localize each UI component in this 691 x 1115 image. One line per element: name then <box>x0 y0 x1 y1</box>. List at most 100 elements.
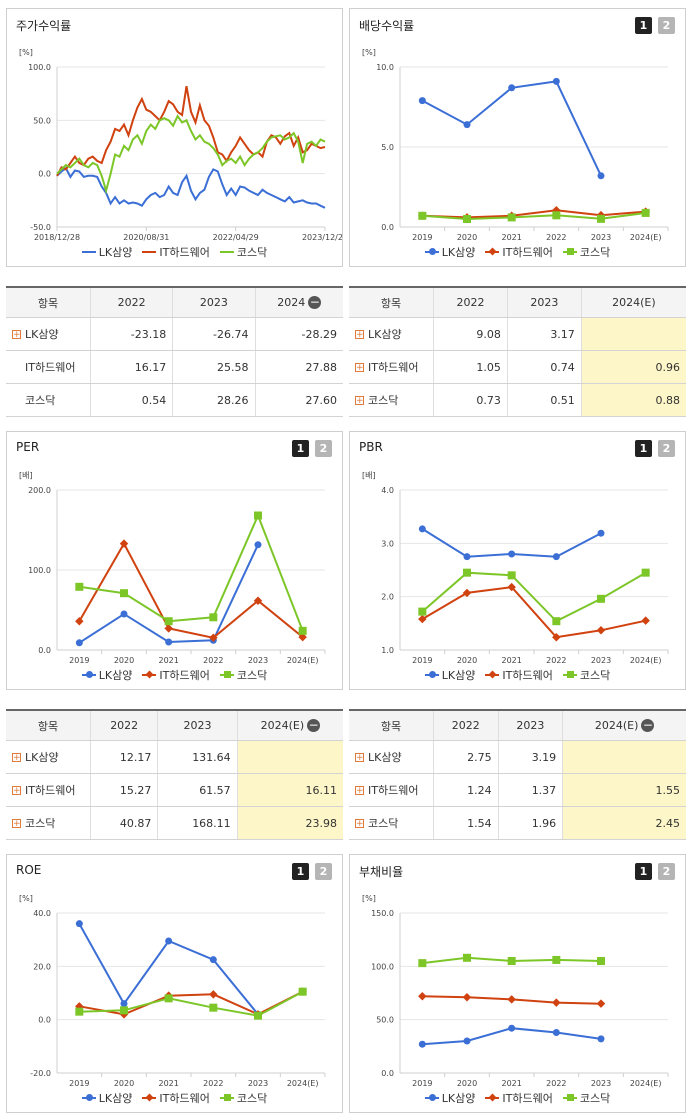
legend-lk[interactable]: LK삼양 <box>424 667 475 683</box>
x-tick-label: 2023 <box>591 1079 611 1088</box>
x-tick-label: 2019 <box>412 233 432 242</box>
expand-icon[interactable]: + <box>355 362 364 373</box>
x-tick-label: 2020/08/31 <box>123 233 169 242</box>
legend-kq[interactable]: 코스닥 <box>219 1090 267 1106</box>
data-point <box>120 589 128 598</box>
legend-it[interactable]: IT하드웨어 <box>142 1090 210 1106</box>
tab-2-button[interactable]: 2 <box>658 17 675 34</box>
data-point <box>75 582 84 591</box>
panel-title: PBR <box>359 440 383 454</box>
data-point <box>120 1006 128 1015</box>
table-row: + 코스닥 0.73 0.51 0.88 <box>349 383 686 417</box>
data-point <box>463 215 471 223</box>
data-point <box>418 211 427 220</box>
legend-lk[interactable]: LK삼양 <box>424 1090 475 1106</box>
roe-chart: [%]40.0 20.0 0.0 -20.0 2019 2020 2021 2022 2023 2… <box>19 894 326 1088</box>
legend-kq[interactable]: 코스닥 <box>562 244 610 260</box>
expand-icon[interactable]: + <box>355 395 364 406</box>
data-point <box>165 937 173 945</box>
legend-kq[interactable]: 코스닥 <box>219 667 267 683</box>
data-point <box>463 1037 471 1045</box>
legend-lk[interactable]: LK삼양 <box>424 244 475 260</box>
tab-1-button[interactable]: 1 <box>635 440 652 457</box>
col-header: 항목 <box>6 288 91 318</box>
tab-1-button[interactable]: 1 <box>292 440 309 457</box>
legend-kq[interactable]: 코스닥 <box>219 244 267 260</box>
debt-ratio-chart: [%] 150.0 100.0 50.0 0.0 2019 2020 2021 2022 2023… <box>362 894 669 1088</box>
y-tick-label: 50.0 <box>33 116 51 125</box>
tab-2-button[interactable]: 2 <box>658 440 675 457</box>
y-unit-label: [배] <box>362 471 376 480</box>
x-tick-label: 2022 <box>546 233 566 242</box>
data-point <box>597 172 605 180</box>
expand-icon[interactable]: + <box>12 329 21 340</box>
expand-icon[interactable]: + <box>355 752 364 763</box>
tab-2-button[interactable]: 2 <box>315 863 332 880</box>
series-line <box>421 571 647 623</box>
panel-title: ROE <box>16 863 42 877</box>
chart-legend: LK삼양 IT하드웨어 코스닥 <box>7 667 342 683</box>
y-unit-label: [배] <box>19 471 33 480</box>
col-header: 2022 <box>89 288 173 318</box>
chart-legend: LK삼양 IT하드웨어 코스닥 <box>350 667 685 683</box>
expand-icon[interactable]: + <box>355 818 364 829</box>
tab-2-button[interactable]: 2 <box>658 863 675 880</box>
pbr-table: 항목 2022 2023 2024(E) − + LK삼양 2.75 3.19 + IT하드웨어… <box>349 709 686 840</box>
x-tick-label: 2023 <box>591 656 611 665</box>
data-point <box>164 994 173 1003</box>
x-tick-label: 2021 <box>158 1079 178 1088</box>
tab-1-button[interactable]: 1 <box>635 17 652 34</box>
data-point <box>418 607 427 616</box>
data-point <box>641 208 650 217</box>
legend-kq[interactable]: 코스닥 <box>562 1090 610 1106</box>
table-row: + IT하드웨어 15.27 61.57 16.11 <box>6 773 343 807</box>
data-point <box>209 613 218 622</box>
legend-it[interactable]: IT하드웨어 <box>485 244 553 260</box>
expand-icon[interactable]: + <box>355 785 364 796</box>
data-point <box>552 553 560 561</box>
legend-lk[interactable]: LK삼양 <box>81 244 132 260</box>
data-point <box>298 626 307 635</box>
legend-it[interactable]: IT하드웨어 <box>485 667 553 683</box>
data-point <box>552 617 561 626</box>
expand-icon[interactable]: + <box>12 785 21 796</box>
y-unit-label: [%] <box>362 48 376 57</box>
x-tick-label: 2024(E) <box>630 233 662 242</box>
data-point <box>463 953 471 962</box>
legend-kq[interactable]: 코스닥 <box>562 667 610 683</box>
panel-title: 부채비율 <box>359 865 404 879</box>
y-tick-label: 50.0 <box>376 1016 394 1025</box>
tab-1-button[interactable]: 1 <box>635 863 652 880</box>
collapse-icon[interactable]: − <box>308 295 322 310</box>
expand-icon[interactable]: + <box>12 752 21 763</box>
y-tick-label: 0.0 <box>381 223 394 232</box>
legend-it[interactable]: IT하드웨어 <box>142 244 210 260</box>
series-line <box>56 114 326 195</box>
y-tick-label: 0.0 <box>38 1016 51 1025</box>
y-tick-label: 0.0 <box>381 1069 394 1078</box>
data-point <box>552 211 561 220</box>
tab-1-button[interactable]: 1 <box>292 863 309 880</box>
y-unit-label: [%] <box>362 894 376 903</box>
collapse-icon[interactable]: − <box>307 718 321 733</box>
collapse-icon[interactable]: − <box>641 718 655 733</box>
x-tick-label: 2020 <box>114 656 134 665</box>
table-row: + LK삼양 -23.18 -26.74 -28.29 <box>6 317 343 351</box>
legend-it[interactable]: IT하드웨어 <box>142 667 210 683</box>
legend-it[interactable]: IT하드웨어 <box>485 1090 553 1106</box>
y-tick-label: 1.0 <box>381 646 394 655</box>
expand-icon[interactable]: + <box>355 329 364 340</box>
legend-lk[interactable]: LK삼양 <box>81 667 132 683</box>
data-point <box>596 999 606 1008</box>
legend-lk[interactable]: LK삼양 <box>81 1090 132 1106</box>
data-point <box>552 998 561 1007</box>
data-point <box>641 568 650 577</box>
data-point <box>507 582 516 592</box>
stock-return-panel: 주가수익률 [%] 100.0 50.0 0.0 -50.0 2018/12/28 2020… <box>6 8 343 267</box>
y-tick-label: 40.0 <box>33 909 51 918</box>
tab-2-button[interactable]: 2 <box>315 440 332 457</box>
data-point <box>462 993 472 1002</box>
expand-icon[interactable]: + <box>12 818 21 829</box>
